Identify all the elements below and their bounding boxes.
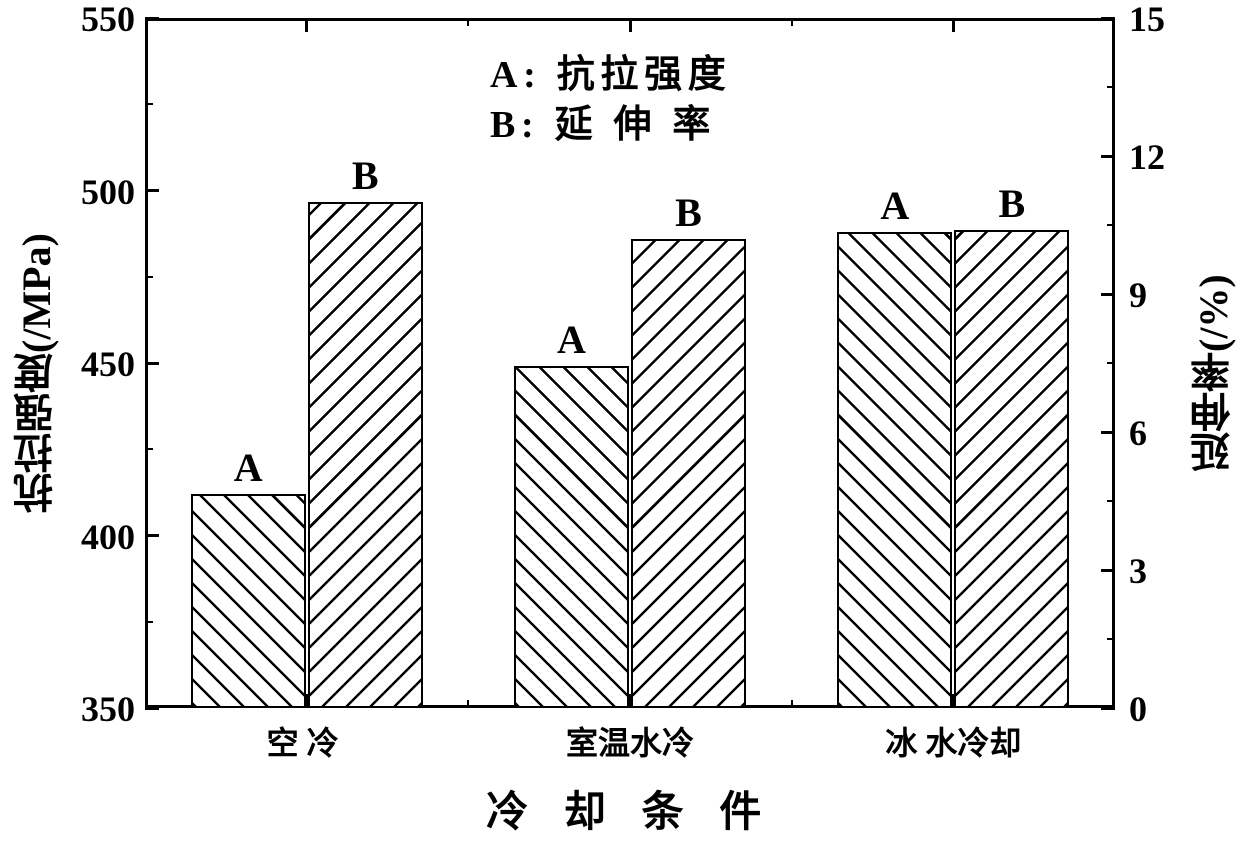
y-right-tick-label: 6 [1129,412,1189,454]
bar-series-b [308,202,423,708]
bar-label-b: B [308,152,423,199]
bar-label-b: B [954,180,1069,227]
legend-line-b: B: 延 伸 率 [490,93,716,148]
minor-tick-mark [145,276,153,278]
y-right-tick-label: 9 [1129,274,1189,316]
minor-tick-mark [467,18,469,26]
minor-tick-mark [1107,638,1115,640]
y-right-tick-label: 12 [1129,136,1189,178]
bar-series-a [191,494,306,708]
minor-tick-mark [145,621,153,623]
y-right-tick-label: 0 [1129,688,1189,730]
chart-container: 抗拉强度(/MPa) 延伸率(/%) 冷 却 条 件 3504004505005… [0,0,1239,853]
category-label: 空冷 [177,718,437,764]
tick-mark [1101,431,1115,434]
tick-mark [1101,569,1115,572]
tick-mark [145,17,159,20]
tick-mark [629,18,632,32]
y-left-tick-label: 350 [55,688,135,730]
y-left-tick-label: 500 [55,171,135,213]
tick-mark [1101,155,1115,158]
bar-label-a: A [191,444,306,491]
tick-mark [1101,17,1115,20]
tick-mark [1101,293,1115,296]
bar-label-a: A [514,316,629,363]
minor-tick-mark [791,18,793,26]
tick-mark [305,18,308,32]
minor-tick-mark [145,448,153,450]
tick-mark [145,707,159,710]
legend-line-a: A: 抗拉强度 [490,43,732,98]
minor-tick-mark [467,700,469,708]
bar-series-b [954,230,1069,708]
x-axis-label: 冷 却 条 件 [380,778,880,839]
y-right-tick-label: 15 [1129,0,1189,40]
category-label: 冰 水冷却 [823,718,1083,764]
minor-tick-mark [791,700,793,708]
minor-tick-mark [1107,86,1115,88]
minor-tick-mark [1107,362,1115,364]
y-left-tick-label: 450 [55,343,135,385]
y-left-tick-label: 550 [55,0,135,40]
bar-series-b [631,239,746,708]
bar-series-a [514,366,629,708]
minor-tick-mark [1107,224,1115,226]
y-axis-right-label: 延伸率(/%) [1185,233,1239,513]
tick-mark [145,189,159,192]
minor-tick-mark [1107,500,1115,502]
tick-mark [952,18,955,32]
bar-series-a [837,232,952,708]
y-left-tick-label: 400 [55,516,135,558]
y-right-tick-label: 3 [1129,550,1189,592]
minor-tick-mark [145,103,153,105]
tick-mark [145,534,159,537]
tick-mark [145,362,159,365]
category-label: 室温水冷 [500,718,760,764]
bar-label-a: A [837,182,952,229]
bar-label-b: B [631,189,746,236]
tick-mark [1101,707,1115,710]
